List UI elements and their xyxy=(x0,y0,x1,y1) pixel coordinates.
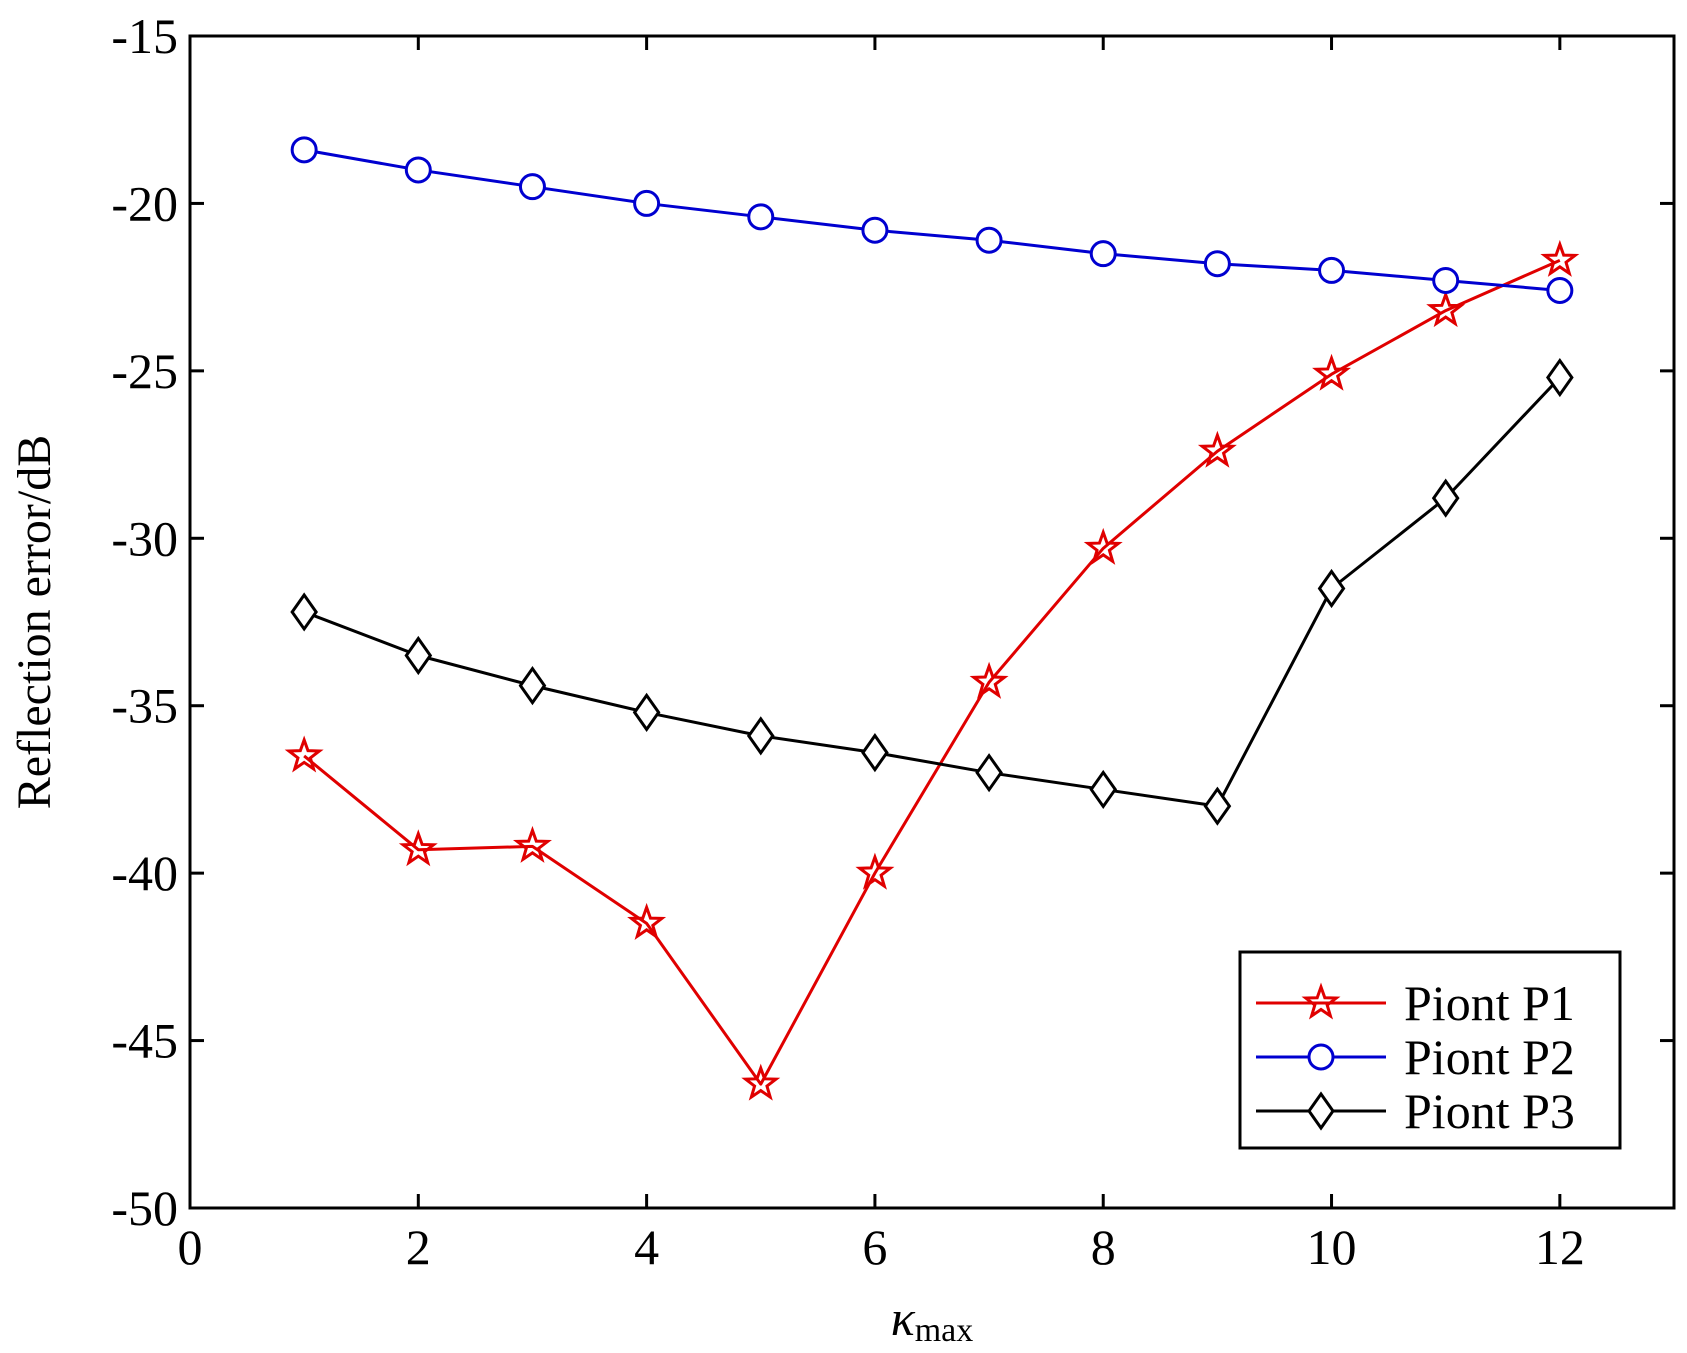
y-tick-label: -15 xyxy=(111,8,178,64)
x-axis-title-main: κ xyxy=(891,1290,916,1346)
data-point xyxy=(969,661,1009,699)
data-point xyxy=(284,735,324,773)
data-point xyxy=(861,216,889,244)
x-tick-label: 4 xyxy=(634,1219,659,1275)
data-point xyxy=(1083,527,1123,565)
data-point xyxy=(746,716,775,756)
y-tick-label: -45 xyxy=(111,1013,178,1069)
data-point xyxy=(632,692,661,733)
data-point xyxy=(404,635,433,676)
x-tick-label: 2 xyxy=(406,1219,431,1275)
legend-marker xyxy=(1301,982,1341,1020)
data-point xyxy=(1203,786,1232,826)
series-line xyxy=(303,258,1561,1086)
data-point xyxy=(518,666,547,706)
data-point xyxy=(1317,568,1346,609)
legend-item: Piont P2 xyxy=(1256,1029,1575,1085)
data-point xyxy=(290,592,318,632)
data-point xyxy=(1318,256,1346,284)
x-tick-label: 6 xyxy=(862,1219,887,1275)
x-tick-label: 8 xyxy=(1091,1219,1116,1275)
x-axis-title: κmax xyxy=(891,1290,974,1349)
legend-item: Piont P1 xyxy=(1256,975,1575,1031)
data-point xyxy=(1426,290,1466,328)
y-tick-label: -50 xyxy=(111,1180,178,1236)
x-tick-label: 12 xyxy=(1535,1219,1585,1275)
legend-marker xyxy=(1307,1091,1335,1131)
data-point xyxy=(1089,240,1117,268)
data-point xyxy=(975,753,1003,793)
legend-box xyxy=(1238,950,1622,1150)
series-1 xyxy=(284,239,1580,1101)
x-axis-title-subscript: max xyxy=(915,1312,974,1349)
data-point xyxy=(855,852,895,890)
data-point xyxy=(627,902,667,940)
y-tick-label: -30 xyxy=(111,510,178,566)
data-point xyxy=(861,732,889,773)
legend-label: Piont P3 xyxy=(1404,1083,1575,1139)
y-axis-title: Reflection error/dB xyxy=(8,435,61,810)
y-tick-label: -20 xyxy=(111,175,178,231)
data-point xyxy=(1540,239,1580,277)
data-point xyxy=(398,829,438,867)
series-layer xyxy=(284,136,1580,1101)
legend-marker xyxy=(1307,1043,1335,1071)
data-point xyxy=(747,203,775,231)
data-point xyxy=(518,173,546,201)
y-tick-label: -40 xyxy=(111,845,178,901)
legend-label: Piont P1 xyxy=(1404,975,1575,1031)
series-2 xyxy=(290,136,1574,304)
x-tick-label: 0 xyxy=(178,1219,203,1275)
data-point xyxy=(290,136,318,164)
series-3 xyxy=(290,357,1574,826)
series-line xyxy=(303,376,1561,808)
data-point xyxy=(1546,276,1574,304)
data-point xyxy=(1312,353,1352,391)
y-tick-label: -25 xyxy=(111,343,178,399)
data-point xyxy=(1197,430,1237,468)
data-point xyxy=(1431,478,1460,518)
data-point xyxy=(404,156,432,184)
series-line xyxy=(303,148,1560,292)
data-point xyxy=(512,825,552,863)
axis-ticks xyxy=(188,34,1674,1210)
x-tick-label: 10 xyxy=(1307,1219,1357,1275)
data-point xyxy=(1203,250,1231,278)
legend-item: Piont P3 xyxy=(1256,1083,1575,1139)
data-point xyxy=(1546,357,1574,398)
data-point xyxy=(633,189,661,217)
data-point xyxy=(741,1063,781,1101)
y-tick-label: -35 xyxy=(111,678,178,734)
axis-tick-labels: 0 2 4 6 8 10 12 -50 -45 -40 -35 -30 -25 -20 -15 xyxy=(111,8,1585,1275)
data-point xyxy=(1089,769,1118,810)
data-point xyxy=(975,226,1003,254)
legend-label: Piont P2 xyxy=(1404,1029,1575,1085)
data-point xyxy=(1432,266,1460,294)
